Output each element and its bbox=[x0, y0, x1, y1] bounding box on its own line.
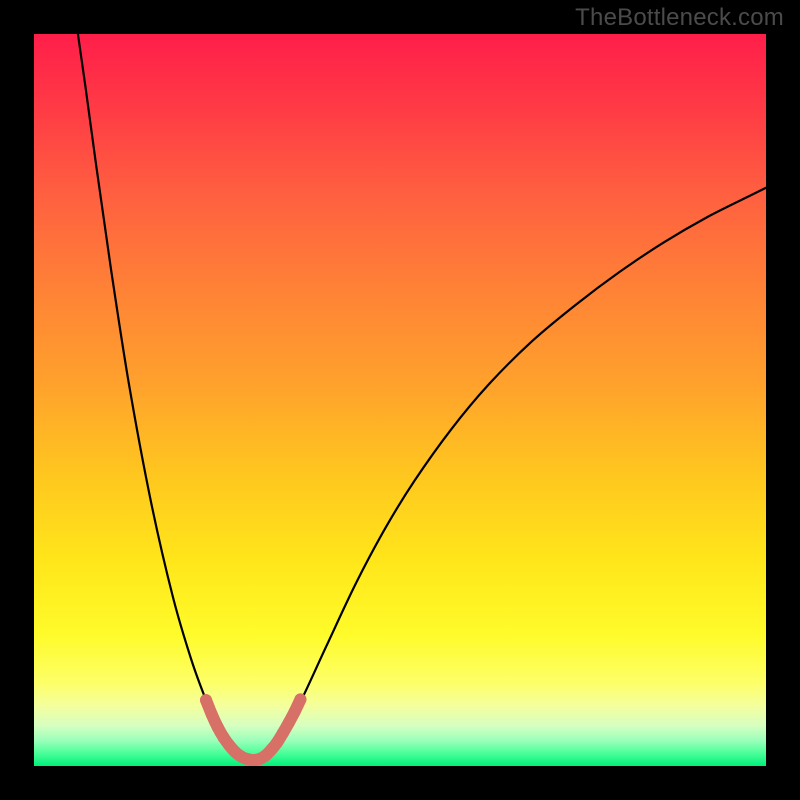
watermark-text: TheBottleneck.com bbox=[575, 4, 784, 32]
bottleneck-chart bbox=[0, 0, 800, 800]
figure-root: TheBottleneck.com bbox=[0, 0, 800, 800]
